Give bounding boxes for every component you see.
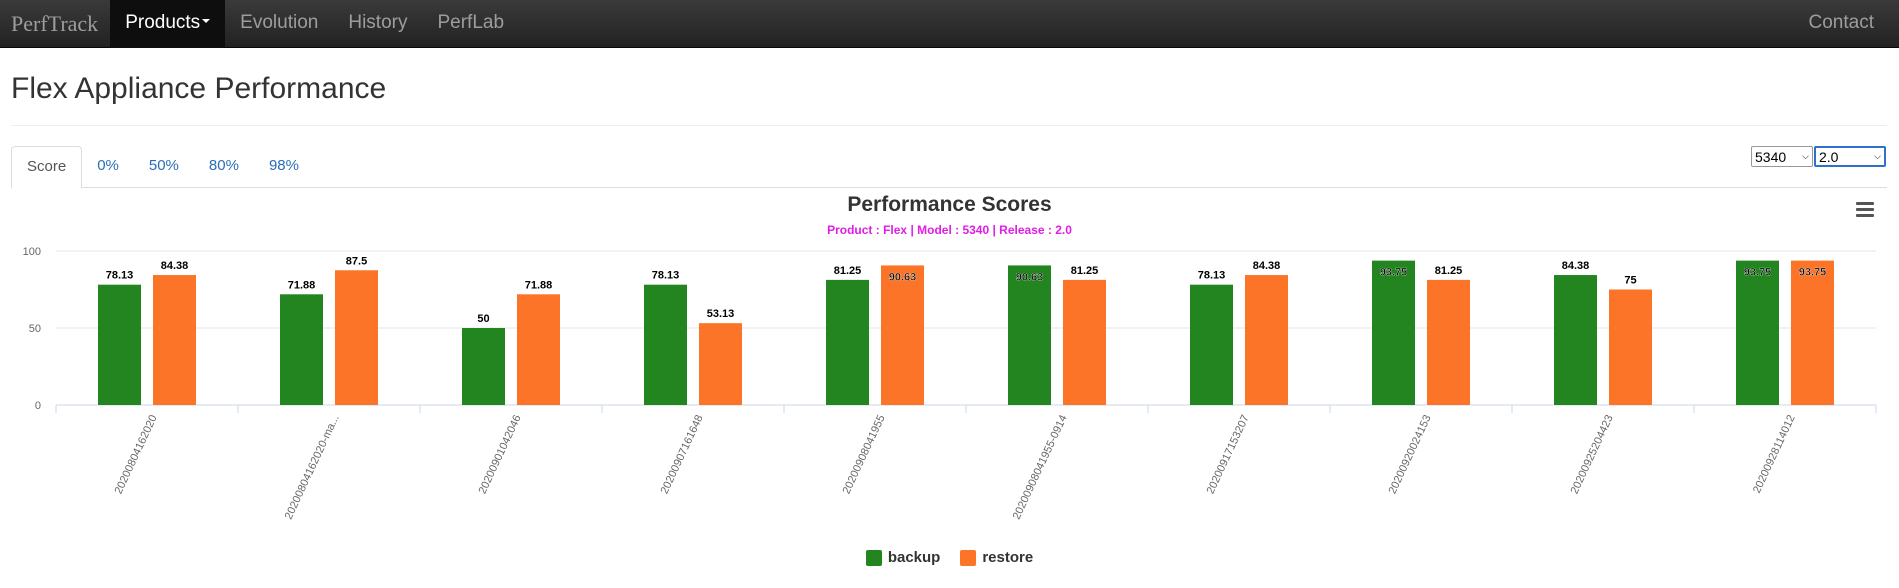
data-label-backup: 78.13 — [106, 270, 134, 282]
tab-0-percent[interactable]: 0% — [97, 157, 119, 174]
chevron-down-icon: ⌵ — [1802, 151, 1809, 161]
bar-backup — [1554, 275, 1597, 405]
x-tick-label: 20200804162020 — [113, 413, 160, 496]
title-divider — [11, 125, 1887, 126]
x-tick-label: 20200917153207 — [1205, 413, 1252, 496]
bar-backup — [462, 328, 505, 405]
tab-98-percent[interactable]: 98% — [268, 157, 299, 174]
hamburger-menu-icon[interactable] — [1856, 202, 1874, 218]
tab-80-percent[interactable]: 80% — [208, 157, 239, 174]
bar-restore — [1791, 260, 1834, 405]
data-label-restore: 71.88 — [525, 279, 553, 291]
chart-subtitle: Product : Flex | Model : 5340 | Release … — [827, 223, 1072, 237]
x-tick-label: 20200928114012 — [1751, 413, 1798, 495]
y-tick-label: 0 — [35, 400, 41, 412]
x-tick-label: 20200908041955-0914 — [1011, 413, 1070, 521]
bar-restore — [1245, 275, 1288, 405]
data-label-restore: 53.13 — [707, 308, 735, 320]
bar-restore — [881, 265, 924, 405]
bar-backup — [1190, 284, 1233, 405]
data-label-restore: 84.38 — [1253, 260, 1281, 272]
data-label-backup: 81.25 — [834, 265, 862, 277]
bar-restore — [517, 294, 560, 405]
caret-down-icon — [202, 19, 211, 24]
legend-swatch-backup — [865, 549, 882, 566]
tab-bar: Score 0% 50% 80% 98% — [11, 146, 1887, 189]
x-tick-label: 20200804162020-ma... — [283, 413, 342, 521]
nav-products[interactable]: Products — [110, 0, 226, 48]
y-tick-label: 50 — [29, 323, 41, 335]
top-navbar: PerfTrack Products Evolution History Per… — [0, 0, 1899, 48]
bar-restore — [699, 323, 742, 405]
nav-products-label: Products — [125, 11, 201, 33]
bar-backup — [1372, 260, 1415, 405]
data-label-restore: 87.5 — [346, 255, 367, 267]
data-label-backup: 93.75 — [1744, 267, 1772, 279]
nav-contact[interactable]: Contact — [1808, 12, 1874, 33]
x-tick-label: 20200925204423 — [1569, 413, 1616, 496]
data-label-restore: 90.63 — [889, 271, 917, 283]
nav-perflab[interactable]: PerfLab — [437, 11, 505, 33]
x-tick-label: 20200920024153 — [1387, 413, 1434, 496]
data-label-backup: 93.75 — [1380, 267, 1408, 279]
legend-item-backup[interactable]: backup — [865, 549, 941, 566]
x-tick-label: 20200901042046 — [477, 413, 524, 496]
tab-50-percent[interactable]: 50% — [148, 157, 179, 174]
x-tick-label: 20200907161648 — [659, 413, 706, 496]
bar-restore — [1063, 279, 1106, 405]
data-label-restore: 81.25 — [1071, 265, 1099, 277]
data-label-restore: 75 — [1624, 275, 1636, 287]
model-select-value: 5340 — [1755, 148, 1787, 165]
bar-restore — [153, 275, 196, 405]
bar-backup — [826, 279, 869, 405]
bar-backup — [1008, 265, 1051, 405]
legend-label-backup: backup — [887, 549, 941, 566]
data-label-restore: 93.75 — [1799, 267, 1827, 279]
bar-backup — [280, 294, 323, 405]
y-tick-label: 100 — [23, 246, 41, 258]
bar-restore — [335, 270, 378, 405]
bar-backup — [1736, 260, 1779, 405]
bar-backup — [644, 284, 687, 405]
release-select[interactable]: 2.0 ⌵ — [1814, 146, 1886, 167]
tab-score[interactable]: Score — [11, 146, 83, 189]
data-label-backup: 84.38 — [1562, 260, 1590, 272]
chart-legend: backup restore — [0, 549, 1899, 566]
legend-label-restore: restore — [982, 549, 1034, 566]
chart-title: Performance Scores — [847, 193, 1052, 216]
data-label-backup: 78.13 — [1198, 270, 1226, 282]
legend-item-restore[interactable]: restore — [960, 549, 1033, 566]
nav-evolution[interactable]: Evolution — [240, 11, 319, 33]
model-select[interactable]: 5340 ⌵ — [1751, 146, 1813, 167]
bar-restore — [1609, 289, 1652, 405]
bar-backup — [98, 284, 141, 405]
data-label-backup: 50 — [477, 313, 489, 325]
filter-selects: 5340 ⌵ 2.0 ⌵ — [1751, 146, 1886, 167]
x-tick-label: 20200908041955 — [841, 413, 888, 496]
page-title: Flex Appliance Performance — [11, 72, 387, 105]
data-label-backup: 71.88 — [288, 279, 316, 291]
release-select-value: 2.0 — [1819, 148, 1839, 165]
data-label-restore: 84.38 — [161, 260, 189, 272]
chevron-down-icon: ⌵ — [1874, 151, 1881, 161]
data-label-backup: 90.63 — [1016, 271, 1044, 283]
nav-history[interactable]: History — [348, 11, 408, 33]
bar-restore — [1427, 279, 1470, 405]
legend-swatch-restore — [960, 549, 977, 566]
data-label-backup: 78.13 — [652, 270, 680, 282]
brand-logo[interactable]: PerfTrack — [11, 10, 99, 36]
data-label-restore: 81.25 — [1435, 265, 1463, 277]
